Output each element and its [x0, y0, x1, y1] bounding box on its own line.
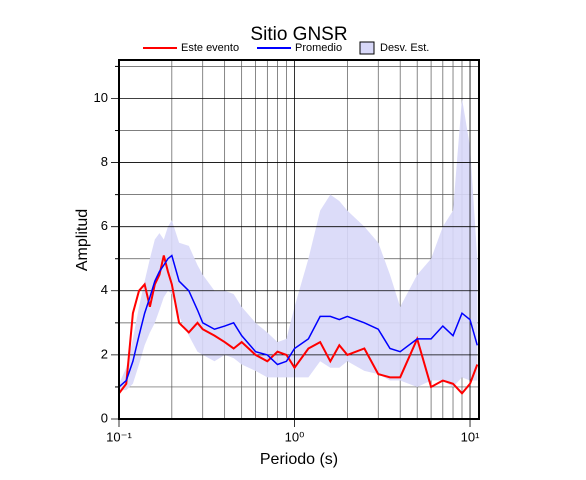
y-tick-label: 8: [101, 154, 108, 169]
chart-title: Sitio GNSR: [250, 24, 347, 45]
y-tick-label: 6: [101, 218, 108, 233]
series-line: [118, 255, 479, 395]
legend-label: Desv. Est.: [380, 42, 429, 54]
std-band: [119, 98, 478, 391]
x-tick-label: 10⁻¹: [106, 429, 132, 444]
y-tick-label: 0: [101, 410, 108, 425]
x-tick-label: 10⁰: [285, 429, 305, 444]
legend-swatch: [359, 41, 375, 55]
y-tick-label: 2: [101, 346, 108, 361]
series-line: [118, 254, 479, 388]
x-axis-label: Periodo (s): [260, 451, 338, 468]
plot-frame: [118, 59, 480, 420]
x-tick-label: 10¹: [461, 429, 480, 444]
y-axis-label: Amplitud: [74, 209, 91, 271]
legend-label: Promedio: [295, 42, 342, 54]
legend-label: Este evento: [181, 42, 239, 54]
y-tick-label: 4: [101, 282, 108, 297]
y-tick-label: 10: [94, 90, 108, 105]
